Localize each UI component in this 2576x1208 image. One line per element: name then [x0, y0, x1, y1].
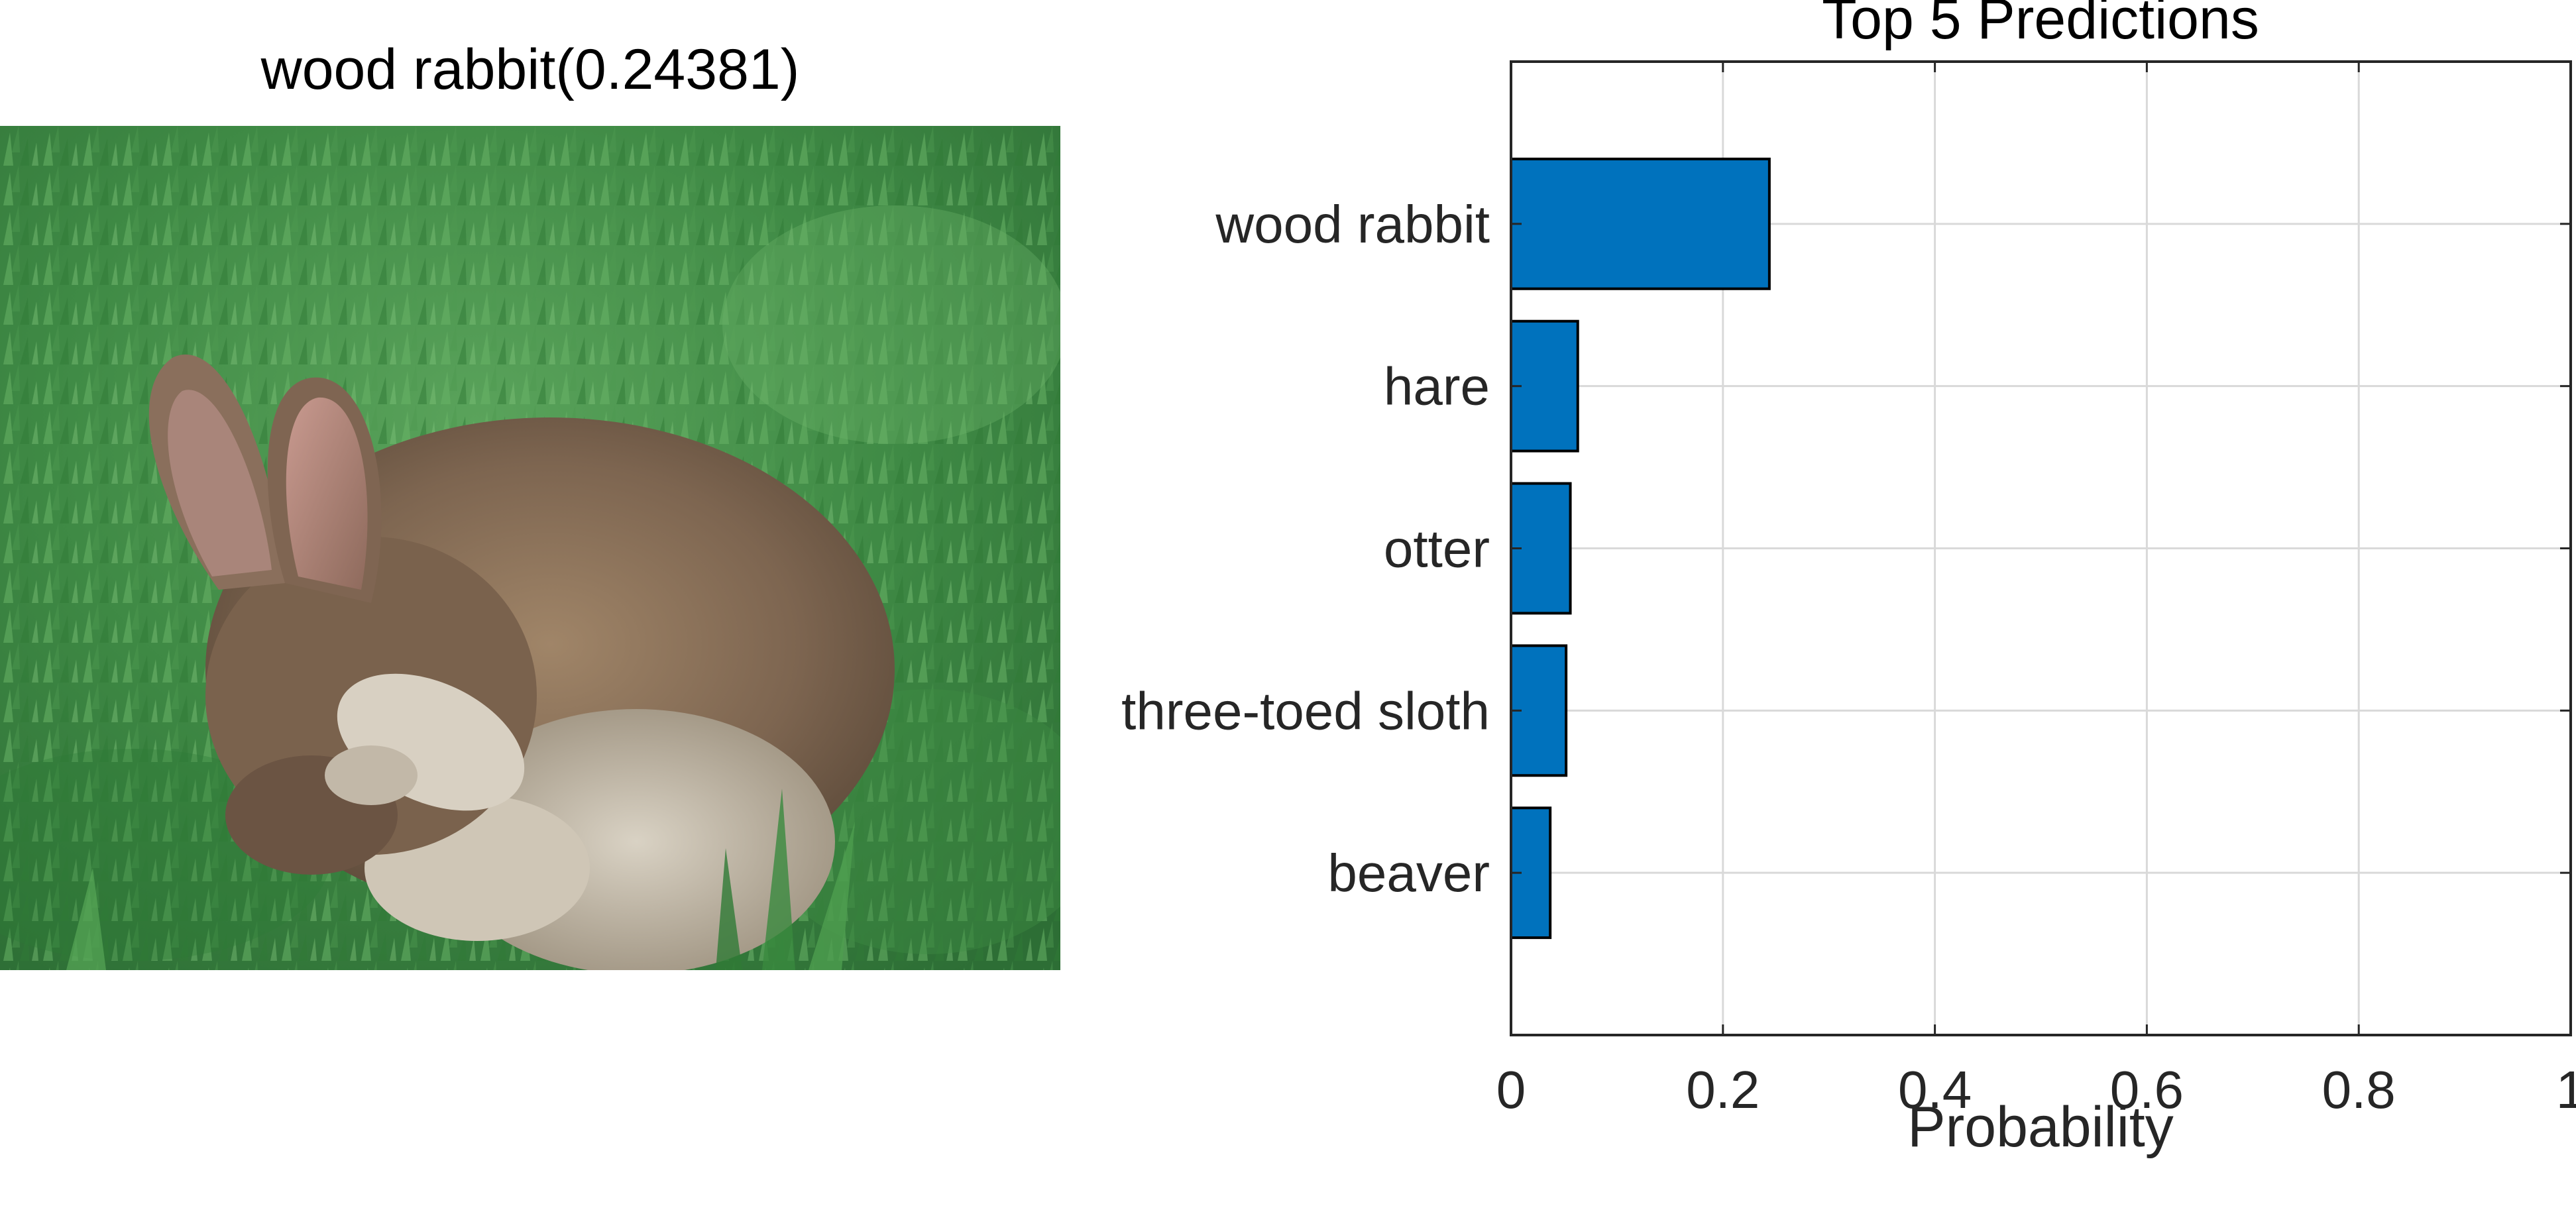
- bar-1: [1510, 157, 1771, 290]
- rabbit-photo: [0, 126, 1060, 970]
- bar-2: [1510, 319, 1579, 453]
- image-title: wood rabbit(0.24381): [260, 38, 800, 101]
- x-tick-label: 0.2: [1686, 1060, 1760, 1119]
- x-tick-label: 0.6: [2110, 1060, 2184, 1119]
- category-label: beaver: [1327, 844, 1490, 903]
- x-tick-labels: 0 0.2 0.4 0.6 0.8 1: [1496, 1060, 2576, 1119]
- x-axis-label: Probability: [1907, 1095, 2174, 1159]
- category-label: otter: [1384, 520, 1490, 578]
- x-tick-label: 0.4: [1898, 1060, 1972, 1119]
- category-labels: wood rabbit hare otter three-toed sloth beav…: [1121, 195, 1490, 903]
- x-tick-label: 0: [1496, 1060, 1526, 1119]
- x-tick-label: 0.8: [2322, 1060, 2396, 1119]
- x-tick-label: 1: [2556, 1060, 2576, 1119]
- category-label: three-toed sloth: [1121, 681, 1490, 740]
- tick-marks: [1510, 62, 2572, 1035]
- category-label: wood rabbit: [1215, 195, 1490, 254]
- chart-title: Top 5 Predictions: [1822, 0, 2259, 51]
- category-label: hare: [1384, 357, 1490, 416]
- rabbit-photo-graphic: [0, 126, 1060, 970]
